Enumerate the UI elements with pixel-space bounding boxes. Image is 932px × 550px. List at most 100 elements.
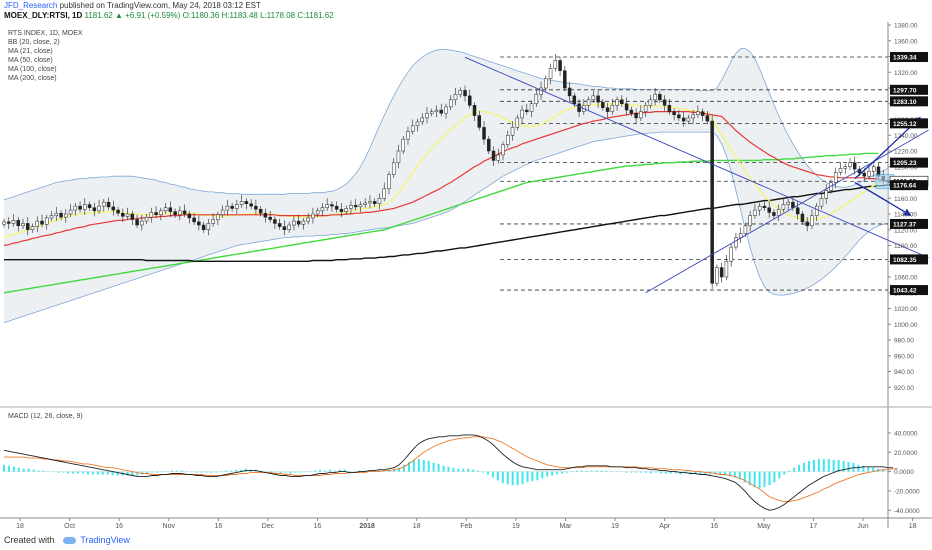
candle-down bbox=[273, 219, 277, 224]
publish-line: JFD_Research published on TradingView.co… bbox=[4, 1, 261, 10]
price-labels: 1339.341297.701283.101255.121205.231181.… bbox=[889, 52, 929, 296]
macd-histogram-bar bbox=[600, 470, 603, 472]
tradingview-brand-link[interactable]: TradingView bbox=[80, 535, 130, 545]
time-tick-label: Jun bbox=[857, 523, 868, 530]
macd-histogram-bar bbox=[531, 471, 534, 482]
candle-down bbox=[525, 109, 529, 112]
macd-histogram-bar bbox=[200, 471, 203, 473]
symbol-name[interactable]: MOEX_DLY:RTSI, 1D bbox=[4, 11, 83, 20]
ma200-line bbox=[4, 184, 898, 262]
candle-up bbox=[544, 78, 548, 89]
macd-histogram-bar bbox=[595, 470, 598, 472]
macd-histogram-bar bbox=[467, 468, 470, 472]
time-tick-label: 19 bbox=[611, 523, 619, 530]
candle-down bbox=[620, 99, 624, 104]
macd-histogram-bar bbox=[190, 471, 193, 473]
candle-up bbox=[420, 117, 424, 123]
price-candles bbox=[2, 54, 890, 289]
legend-ma21[interactable]: MA (21, close) bbox=[8, 48, 53, 55]
bb-upper bbox=[3, 48, 889, 201]
legend-ma100[interactable]: MA (100, close) bbox=[8, 66, 57, 73]
candle-down bbox=[330, 204, 334, 207]
candle-up bbox=[159, 210, 163, 216]
candle-up bbox=[501, 144, 505, 156]
candle-up bbox=[867, 171, 871, 177]
macd-histogram-bar bbox=[462, 468, 465, 472]
candle-up bbox=[11, 220, 16, 224]
candle-up bbox=[458, 90, 463, 95]
macd-histogram-bar bbox=[867, 466, 870, 472]
candle-up bbox=[382, 188, 386, 199]
legend-ma200[interactable]: MA (200, close) bbox=[8, 75, 57, 82]
macd-histogram-bar bbox=[111, 471, 114, 476]
macd-histogram-bar bbox=[822, 459, 825, 472]
candle-up bbox=[425, 112, 429, 119]
macd-histogram-bar bbox=[580, 470, 583, 472]
candle-down bbox=[468, 95, 472, 106]
candle-up bbox=[216, 214, 220, 220]
candle-up bbox=[833, 172, 838, 183]
candle-up bbox=[377, 198, 382, 205]
macd-histogram-bar bbox=[501, 471, 504, 484]
macd-histogram-bar bbox=[551, 471, 554, 476]
candle-down bbox=[40, 220, 44, 225]
projection-arrows[interactable] bbox=[854, 116, 921, 217]
legend-title[interactable]: RTS INDEX, 1D, MOEX bbox=[8, 30, 83, 37]
candle-up bbox=[715, 267, 719, 284]
macd-histogram-bar bbox=[773, 471, 776, 483]
candle-up bbox=[140, 220, 144, 226]
macd-histogram-bar bbox=[748, 471, 751, 486]
time-tick-label: Apr bbox=[659, 523, 671, 530]
macd-histogram-bar bbox=[314, 470, 317, 472]
candle-up bbox=[306, 217, 310, 222]
candle-down bbox=[197, 221, 201, 226]
macd-histogram-bar bbox=[363, 470, 366, 472]
macd-legend[interactable]: MACD (12, 26, close, 9) bbox=[8, 413, 83, 420]
legend-bb[interactable]: BB (20, close, 2) bbox=[8, 39, 60, 46]
candle-up bbox=[97, 205, 101, 212]
candle-down bbox=[477, 115, 482, 128]
candle-up bbox=[786, 201, 790, 205]
macd-histogram-bar bbox=[605, 470, 608, 472]
macd-histogram-bar bbox=[422, 460, 425, 472]
candle-down bbox=[805, 221, 809, 227]
macd-histogram-bar bbox=[215, 471, 218, 473]
candle-up bbox=[810, 215, 814, 227]
macd-histogram-bar bbox=[52, 471, 55, 473]
macd-histogram-bar bbox=[669, 471, 672, 474]
bollinger-bands bbox=[3, 48, 889, 324]
macd-tick-label: 40.0000 bbox=[894, 430, 918, 437]
macd-histogram-bar bbox=[625, 471, 628, 473]
macd-histogram-bar bbox=[116, 471, 119, 476]
macd-histogram-bar bbox=[674, 471, 677, 474]
macd-histogram-bar bbox=[27, 468, 30, 472]
macd-histogram-bar bbox=[486, 471, 489, 475]
candle-up bbox=[2, 221, 6, 225]
candle-up bbox=[235, 204, 239, 209]
macd-histogram-bar bbox=[343, 469, 346, 472]
macd-histogram-bar bbox=[872, 467, 875, 472]
candle-up bbox=[149, 212, 154, 218]
trend-lines[interactable] bbox=[464, 56, 929, 294]
macd-histogram-bar bbox=[72, 471, 75, 474]
candle-down bbox=[230, 205, 234, 209]
macd-histogram-bar bbox=[230, 470, 233, 472]
author-link[interactable]: JFD_Research bbox=[4, 1, 58, 10]
time-tick-label: 18 bbox=[413, 523, 421, 530]
macd-histogram-bar bbox=[91, 471, 94, 475]
candle-up bbox=[83, 204, 87, 210]
macd-histogram-bar bbox=[165, 471, 168, 473]
macd-histogram-bar bbox=[417, 459, 420, 472]
level-label-box bbox=[890, 52, 928, 63]
legend-ma50[interactable]: MA (50, close) bbox=[8, 57, 53, 64]
macd-histogram-bar bbox=[106, 471, 109, 475]
candle-down bbox=[677, 114, 681, 119]
level-label-text: 1205.23 bbox=[893, 160, 917, 167]
price-tick-label: 940.00 bbox=[894, 369, 914, 376]
candle-up bbox=[814, 205, 819, 216]
macd-histogram-bar bbox=[654, 471, 657, 473]
candle-down bbox=[767, 207, 771, 213]
candle-down bbox=[187, 213, 192, 219]
macd-histogram-bar bbox=[472, 469, 475, 472]
